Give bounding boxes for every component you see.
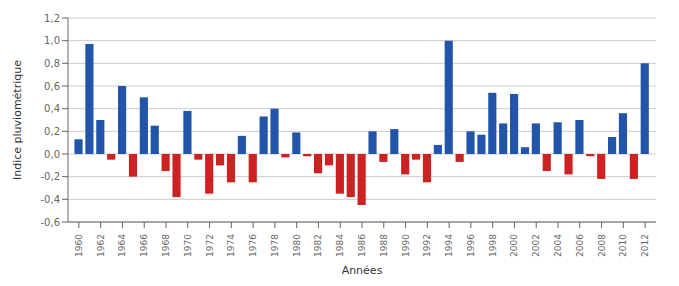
svg-text:2012: 2012 bbox=[640, 234, 650, 257]
svg-text:1982: 1982 bbox=[313, 234, 323, 257]
svg-text:2000: 2000 bbox=[509, 234, 519, 257]
svg-text:1994: 1994 bbox=[444, 234, 454, 257]
svg-text:1964: 1964 bbox=[117, 234, 127, 257]
svg-text:1974: 1974 bbox=[226, 234, 236, 257]
svg-text:-0,2: -0,2 bbox=[40, 171, 60, 182]
svg-text:1986: 1986 bbox=[357, 234, 367, 257]
svg-text:1976: 1976 bbox=[248, 234, 258, 257]
svg-text:1984: 1984 bbox=[335, 234, 345, 257]
svg-text:2006: 2006 bbox=[575, 234, 585, 257]
svg-text:0,8: 0,8 bbox=[44, 58, 60, 69]
svg-text:0,0: 0,0 bbox=[44, 149, 60, 160]
svg-text:1962: 1962 bbox=[96, 234, 106, 257]
svg-text:1998: 1998 bbox=[488, 234, 498, 257]
svg-text:2004: 2004 bbox=[553, 234, 563, 257]
svg-text:2010: 2010 bbox=[618, 234, 628, 257]
svg-text:1972: 1972 bbox=[205, 234, 215, 257]
svg-text:1996: 1996 bbox=[466, 234, 476, 257]
svg-text:1970: 1970 bbox=[183, 234, 193, 257]
svg-text:Indice pluviométrique: Indice pluviométrique bbox=[11, 60, 24, 180]
svg-text:1960: 1960 bbox=[74, 234, 84, 257]
svg-text:1968: 1968 bbox=[161, 234, 171, 257]
svg-text:1966: 1966 bbox=[139, 234, 149, 257]
svg-text:0,6: 0,6 bbox=[44, 81, 60, 92]
svg-text:1978: 1978 bbox=[270, 234, 280, 257]
svg-text:2008: 2008 bbox=[597, 234, 607, 257]
svg-text:0,4: 0,4 bbox=[44, 103, 60, 114]
svg-text:2002: 2002 bbox=[531, 234, 541, 257]
svg-text:0,2: 0,2 bbox=[44, 126, 60, 137]
svg-text:-0,6: -0,6 bbox=[40, 217, 60, 228]
svg-text:1,2: 1,2 bbox=[44, 13, 60, 24]
svg-text:1992: 1992 bbox=[422, 234, 432, 257]
svg-text:1990: 1990 bbox=[401, 234, 411, 257]
svg-text:Années: Années bbox=[342, 264, 383, 276]
svg-text:1,0: 1,0 bbox=[44, 35, 60, 46]
svg-text:1980: 1980 bbox=[292, 234, 302, 257]
svg-text:-0,4: -0,4 bbox=[40, 194, 60, 205]
svg-text:1988: 1988 bbox=[379, 234, 389, 257]
